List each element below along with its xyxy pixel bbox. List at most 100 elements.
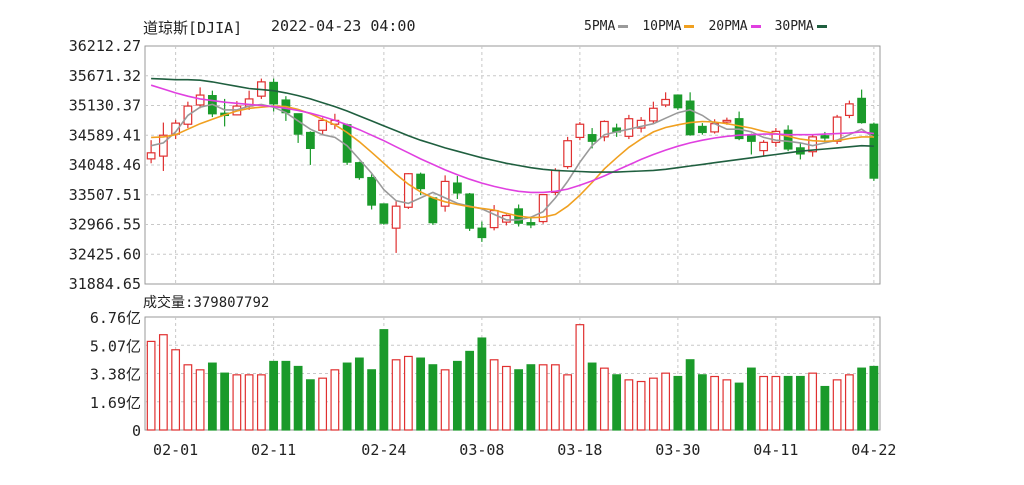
volume-bar — [318, 377, 328, 431]
volume-readout: 成交量:379807792 — [143, 292, 269, 312]
x-tick-label: 04-22 — [851, 441, 896, 459]
volume-bar — [244, 374, 254, 431]
volume-bar — [563, 374, 573, 431]
candle-body — [477, 227, 487, 239]
candle-body — [575, 123, 585, 139]
volume-bar — [722, 379, 732, 431]
volume-bar — [342, 362, 352, 431]
candle-body — [771, 130, 781, 143]
volume-bar — [857, 367, 867, 431]
candle-body — [869, 123, 879, 179]
volume-bar — [587, 362, 597, 431]
candle-body — [661, 98, 671, 106]
kline-y-tick-label: 35130.37 — [69, 97, 141, 115]
volume-bar — [403, 355, 413, 431]
volume-bar — [710, 375, 720, 431]
kline-y-tick-label: 33507.51 — [69, 186, 141, 204]
volume-bar — [746, 367, 756, 431]
candle-body — [293, 113, 303, 135]
volume-bar — [673, 375, 683, 431]
volume-bar — [440, 369, 450, 431]
volume-bar — [256, 374, 266, 431]
candle-body — [269, 81, 279, 105]
candle-body — [636, 119, 646, 129]
candle-body — [452, 182, 462, 194]
volume-bar — [599, 367, 609, 431]
kline-y-tick-label: 32425.60 — [69, 245, 141, 263]
candle-body — [759, 141, 769, 152]
candle-body — [722, 119, 732, 123]
candle-body — [563, 140, 573, 168]
volume-bar — [207, 362, 217, 431]
candle-body — [844, 103, 854, 117]
chart-datetime: 2022-04-23 04:00 — [271, 17, 416, 35]
candle-body — [624, 118, 634, 137]
volume-bar — [832, 379, 842, 431]
volume-bar — [391, 359, 401, 431]
x-tick-label: 03-30 — [655, 441, 700, 459]
candle-body — [379, 203, 389, 224]
volume-bar — [452, 360, 462, 431]
volume-bar — [269, 360, 279, 431]
candle-body — [550, 169, 560, 194]
volume-bar — [171, 349, 181, 431]
legend-swatch-10pma — [684, 25, 695, 28]
kline-y-tick-label: 32966.55 — [69, 216, 141, 234]
volume-y-tick-label: 6.76亿 — [90, 309, 141, 327]
candle-body — [697, 125, 707, 134]
x-tick-label: 02-01 — [153, 441, 198, 459]
candle-body — [685, 100, 695, 136]
volume-bar — [146, 340, 156, 431]
volume-bar — [624, 379, 634, 431]
candle-body — [746, 134, 756, 142]
volume-bar — [575, 324, 585, 431]
candle-body — [465, 193, 475, 229]
volume-bar — [195, 369, 205, 431]
volume-bar — [771, 375, 781, 431]
volume-bar — [183, 364, 193, 431]
volume-bar — [550, 364, 560, 431]
legend-label-5pma: 5PMA — [584, 19, 616, 34]
volume-bar — [795, 375, 805, 431]
candle-body — [599, 120, 609, 138]
kline-y-tick-label: 34048.46 — [69, 156, 141, 174]
candle-body — [857, 97, 867, 124]
volume-y-tick-label: 3.38亿 — [90, 366, 141, 384]
volume-bar — [783, 375, 793, 431]
volume-bar — [354, 357, 364, 431]
kline-y-tick-label: 36212.27 — [69, 37, 141, 55]
legend-swatch-5pma — [618, 25, 629, 28]
volume-bar — [844, 374, 854, 431]
candle-body — [673, 94, 683, 109]
ma-legend: 5PMA 10PMA 20PMA 30PMA — [584, 19, 841, 34]
ma-line-30pma — [151, 77, 874, 173]
x-tick-label: 02-24 — [361, 441, 406, 459]
candle-body — [783, 129, 793, 150]
x-tick-label: 04-11 — [753, 441, 798, 459]
candle-body — [428, 197, 438, 224]
x-tick-label: 03-08 — [459, 441, 504, 459]
volume-value: 379807792 — [193, 295, 270, 311]
candle-body — [305, 131, 315, 150]
candle-body — [146, 152, 156, 160]
volume-bar — [428, 364, 438, 431]
volume-y-tick-label: 0 — [132, 422, 141, 440]
volume-bar — [734, 382, 744, 431]
x-tick-label: 02-11 — [251, 441, 296, 459]
volume-bar — [305, 379, 315, 431]
candle-body — [440, 180, 450, 207]
volume-bar — [514, 369, 524, 431]
volume-bar — [685, 359, 695, 431]
candle-body — [416, 173, 426, 190]
volume-bar — [293, 365, 303, 431]
x-tick-label: 03-18 — [557, 441, 602, 459]
volume-bar — [220, 372, 230, 431]
volume-bar — [808, 372, 818, 431]
volume-bar — [526, 364, 536, 431]
ma-line-10pma — [151, 105, 874, 219]
candle-body — [354, 162, 364, 179]
volume-bar — [477, 337, 487, 431]
volume-bar — [330, 369, 340, 431]
volume-bar — [158, 334, 168, 431]
volume-bar — [416, 357, 426, 431]
